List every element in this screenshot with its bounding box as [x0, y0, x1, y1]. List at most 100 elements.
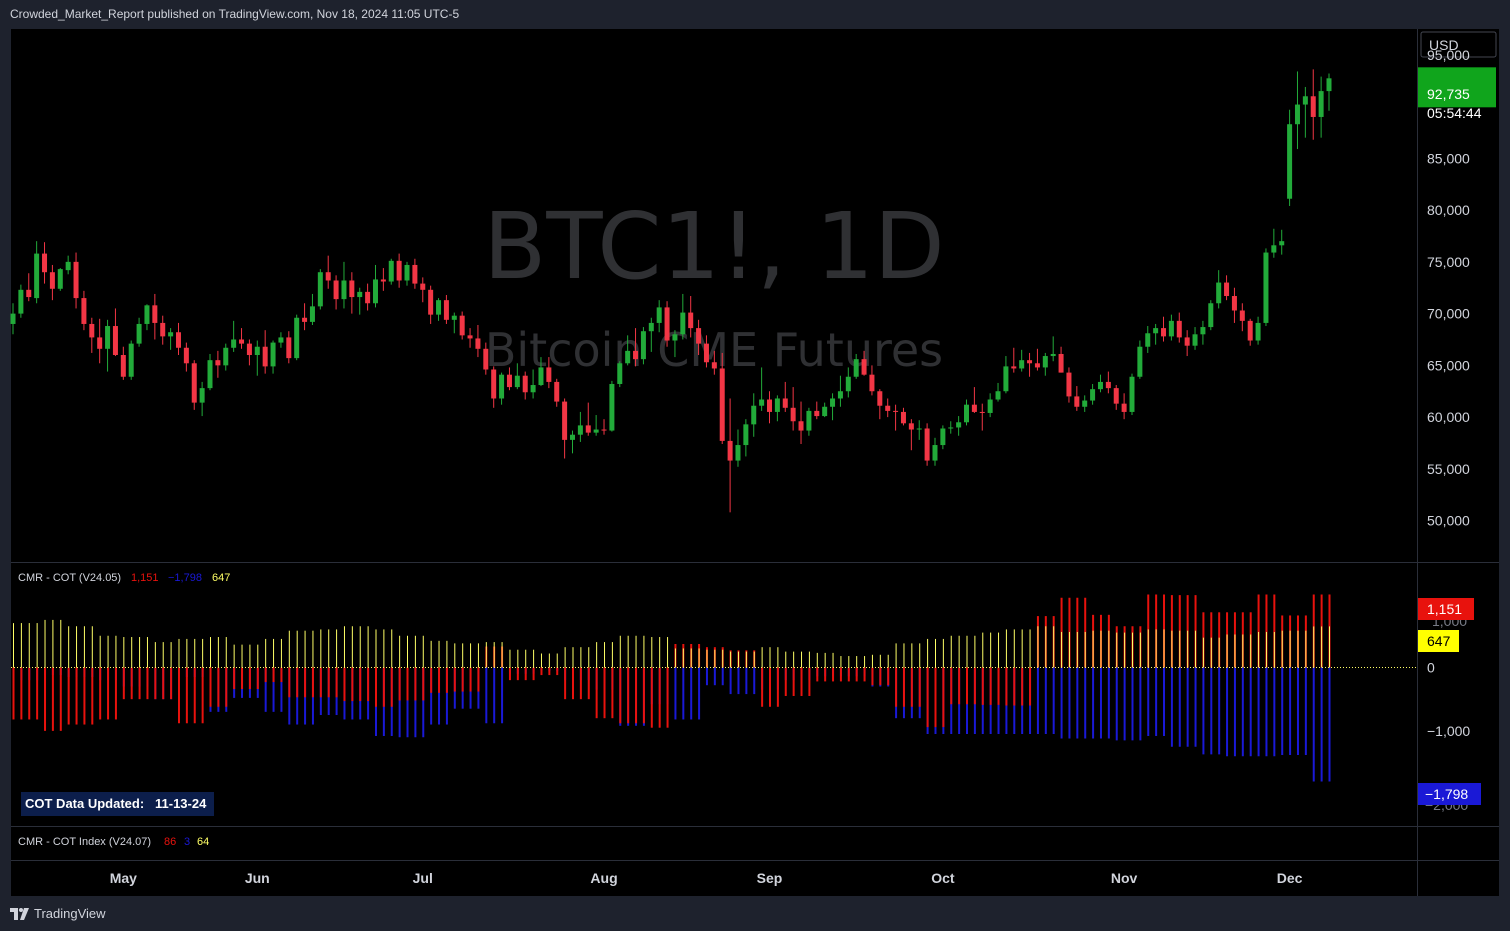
- candle: [1042, 352, 1048, 376]
- candle: [278, 332, 284, 348]
- cot-index-title[interactable]: CMR - COT Index (V24.07): [18, 836, 151, 848]
- candle-body: [688, 312, 694, 329]
- candle-body: [767, 399, 773, 412]
- candle: [1216, 270, 1222, 309]
- chart-background: [11, 29, 1417, 896]
- candle: [593, 415, 599, 436]
- candle-body: [34, 253, 40, 299]
- candle: [774, 395, 780, 422]
- candle-body: [585, 425, 591, 433]
- candle: [1011, 347, 1017, 373]
- candle: [436, 298, 442, 321]
- candle-body: [81, 298, 87, 324]
- cot-indicator-title[interactable]: CMR - COT (V24.05): [18, 572, 121, 584]
- candle: [664, 301, 670, 347]
- candle-body: [845, 376, 851, 392]
- candle: [633, 328, 639, 367]
- month-label: Sep: [757, 870, 783, 886]
- candle: [727, 398, 733, 513]
- candle-body: [191, 363, 197, 403]
- last-price-value: 92,735: [1427, 86, 1470, 102]
- candle-body: [262, 346, 268, 367]
- candle: [1287, 109, 1293, 206]
- candle: [1294, 71, 1300, 150]
- candle-body: [1208, 303, 1214, 328]
- price-tick-label: 85,000: [1427, 150, 1470, 166]
- candle: [26, 273, 32, 302]
- candle-body: [640, 331, 646, 360]
- price-axis-ticks: 95,000 85,000 80,000 75,000 70,000 65,000 60,0…: [1427, 47, 1470, 529]
- candle-body: [144, 305, 150, 324]
- candle-body: [1239, 310, 1245, 321]
- candle: [806, 407, 812, 436]
- candle-body: [908, 423, 914, 430]
- candle-body: [1074, 396, 1080, 407]
- candle-body: [1105, 381, 1111, 389]
- candle-body: [790, 407, 796, 422]
- currency-button[interactable]: [1420, 31, 1497, 58]
- tradingview-brand[interactable]: TradingView: [10, 897, 106, 931]
- candle: [585, 402, 591, 436]
- candle-body: [499, 374, 505, 399]
- candle: [183, 342, 189, 372]
- currency-label: USD: [1429, 37, 1459, 53]
- tradingview-logo-icon: [10, 908, 29, 920]
- candle: [1168, 314, 1174, 341]
- candle-body: [806, 410, 812, 431]
- candle: [759, 367, 765, 411]
- candle-body: [1113, 388, 1119, 404]
- candle: [294, 314, 300, 361]
- candle: [1310, 69, 1316, 140]
- candle-body: [231, 339, 237, 348]
- price-axis-background: [1418, 29, 1499, 896]
- candle-body: [1003, 366, 1009, 392]
- time-axis[interactable]: May Jun Jul Aug Sep Oct Nov Dec: [110, 870, 1303, 886]
- publish-header: Crowded_Market_Report published on Tradi…: [0, 0, 1510, 28]
- candle-body: [814, 410, 820, 417]
- candle: [1003, 356, 1009, 394]
- candle: [1302, 86, 1308, 138]
- candle-body: [365, 291, 371, 304]
- candle-body: [412, 264, 418, 284]
- candle: [317, 269, 323, 310]
- candle-body: [924, 428, 930, 461]
- candle-body: [1042, 356, 1048, 368]
- candle: [1066, 367, 1072, 403]
- candle: [120, 346, 126, 380]
- candle-body: [711, 362, 717, 369]
- candle: [1105, 371, 1111, 394]
- candle-body: [483, 348, 489, 370]
- cot-index-red-value: 86: [164, 836, 176, 848]
- candle-body: [120, 355, 126, 377]
- candle: [18, 284, 24, 318]
- candle-body: [294, 317, 300, 359]
- candle-body: [491, 369, 497, 399]
- candle: [1129, 373, 1135, 416]
- candle: [1074, 386, 1080, 411]
- candle: [428, 285, 434, 324]
- candle: [1058, 346, 1064, 373]
- candle: [475, 324, 481, 358]
- candle: [1097, 374, 1103, 393]
- candle-body: [1271, 245, 1277, 253]
- candle-body: [1050, 353, 1056, 357]
- candle-body: [1090, 389, 1096, 401]
- candle: [491, 366, 497, 408]
- candle: [199, 381, 205, 417]
- candle: [885, 398, 891, 418]
- candle-body: [1287, 124, 1293, 199]
- candle: [1137, 340, 1143, 379]
- candle: [995, 382, 1001, 402]
- candle: [499, 372, 505, 405]
- candle-body: [388, 260, 394, 282]
- candle: [830, 393, 836, 421]
- price-tick-label: 80,000: [1427, 202, 1470, 218]
- candle-body: [743, 424, 749, 446]
- candle-body: [57, 269, 63, 289]
- candle: [65, 255, 71, 275]
- candle-body: [420, 283, 426, 290]
- candle-body: [1310, 96, 1316, 117]
- candle: [467, 328, 473, 348]
- chart-canvas[interactable]: BTC1!, 1D Bitcoin CME Futures USD 95,000…: [0, 28, 1510, 897]
- candle-body: [538, 367, 544, 386]
